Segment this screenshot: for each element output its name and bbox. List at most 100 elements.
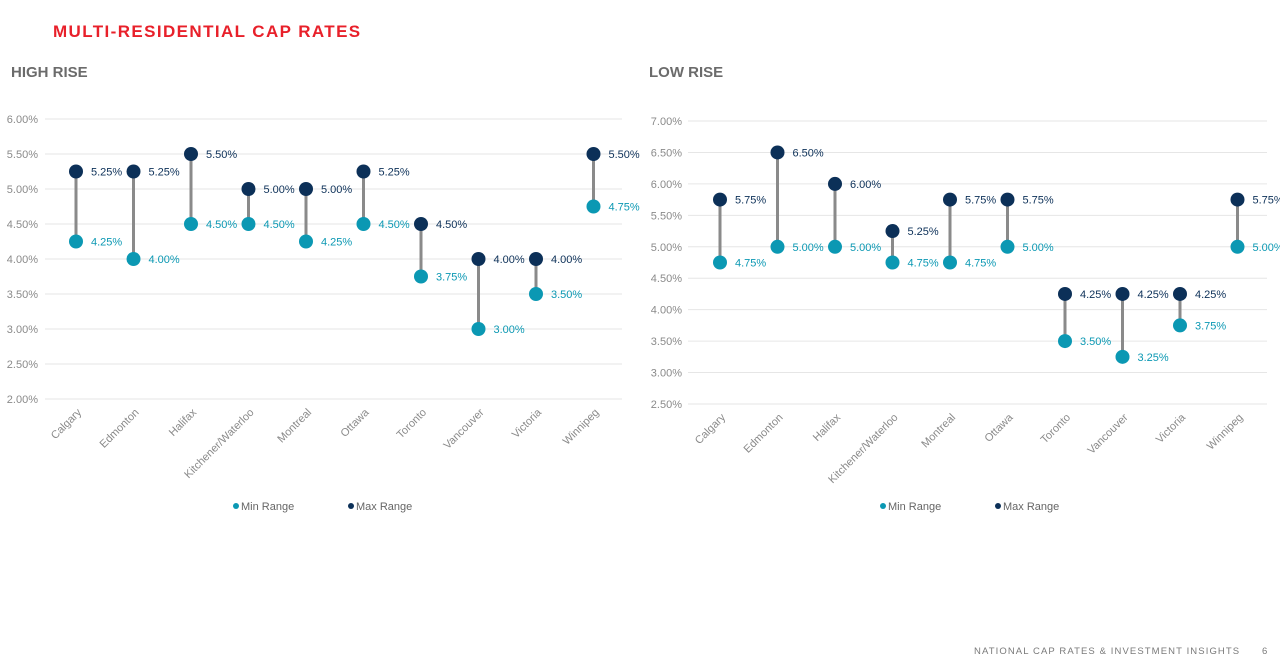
min-range-point xyxy=(69,234,83,249)
legend-min-marker xyxy=(880,503,886,509)
legend-max-label: Max Range xyxy=(1003,501,1059,513)
max-data-label: 5.00% xyxy=(264,184,295,196)
y-tick-label: 4.00% xyxy=(7,254,38,266)
min-range-point xyxy=(414,269,428,284)
y-tick-label: 6.00% xyxy=(651,179,682,191)
min-range-point xyxy=(828,239,842,254)
max-range-point xyxy=(1115,286,1130,301)
max-data-label: 5.75% xyxy=(965,195,996,207)
min-data-label: 4.25% xyxy=(91,237,122,249)
max-range-point xyxy=(713,192,727,207)
min-data-label: 5.00% xyxy=(1023,242,1054,254)
min-range-point xyxy=(241,217,256,231)
legend-min-label: Min Range xyxy=(241,501,294,513)
y-tick-label: 5.50% xyxy=(7,149,38,161)
max-range-point xyxy=(586,147,601,161)
min-range-point xyxy=(529,287,543,301)
max-range-point xyxy=(184,147,198,161)
min-range-point xyxy=(126,252,141,266)
chart-title-low-rise: LOW RISE xyxy=(649,64,724,81)
min-range-point xyxy=(184,217,198,231)
legend-max-marker xyxy=(995,503,1001,509)
max-range-point xyxy=(1000,192,1015,207)
min-data-label: 3.75% xyxy=(436,272,467,284)
footer-text: NATIONAL CAP RATES & INVESTMENT INSIGHTS xyxy=(974,646,1241,657)
max-range-point xyxy=(69,164,83,179)
max-range-point xyxy=(414,217,428,231)
max-range-point xyxy=(356,164,371,179)
low-rise-chart: 2.50% 3.00% 3.50% 4.00% 4.50% 5.00% 5.50% 6.00%… xyxy=(651,116,1280,513)
x-tick-label: Winnipeg xyxy=(1205,412,1246,453)
min-range-point xyxy=(356,217,371,231)
min-data-label: 4.25% xyxy=(321,237,352,249)
min-data-label: 4.75% xyxy=(735,258,766,270)
x-tick-label: Montreal xyxy=(919,412,958,451)
max-range-point xyxy=(471,252,486,266)
min-data-label: 4.50% xyxy=(206,219,237,231)
max-data-label: 4.00% xyxy=(494,254,525,266)
max-data-label: 5.25% xyxy=(908,226,939,238)
min-data-label: 3.00% xyxy=(494,324,525,336)
min-range-point xyxy=(885,255,900,270)
max-data-label: 4.50% xyxy=(436,219,467,231)
min-data-label: 4.00% xyxy=(149,254,180,266)
min-range-point xyxy=(1115,349,1130,364)
max-range-point xyxy=(241,182,256,196)
y-tick-label: 7.00% xyxy=(651,116,682,128)
legend-max-marker xyxy=(348,503,354,509)
max-range-point xyxy=(770,145,785,160)
y-tick-label: 4.50% xyxy=(651,273,682,285)
max-data-label: 4.25% xyxy=(1080,289,1111,301)
x-tick-label: Halifax xyxy=(811,411,844,444)
y-tick-label: 3.00% xyxy=(7,324,38,336)
y-tick-label: 6.50% xyxy=(651,147,682,159)
y-tick-label: 2.00% xyxy=(7,394,38,406)
max-data-label: 6.00% xyxy=(850,179,881,191)
y-tick-label: 3.00% xyxy=(651,368,682,380)
y-tick-label: 3.50% xyxy=(651,336,682,348)
max-data-label: 5.75% xyxy=(1023,195,1054,207)
page-number: 6 xyxy=(1262,646,1268,657)
max-data-label: 5.00% xyxy=(321,184,352,196)
high-rise-chart: 2.00% 2.50% 3.00% 3.50% 4.00% 4.50% 5.00% 5.50%… xyxy=(7,114,640,513)
max-data-label: 5.25% xyxy=(91,167,122,179)
legend-max-label: Max Range xyxy=(356,501,412,513)
max-range-point xyxy=(1058,286,1072,301)
x-tick-label: Vancouver xyxy=(1086,411,1131,456)
min-data-label: 5.00% xyxy=(793,242,824,254)
min-range-point xyxy=(770,239,785,254)
min-data-label: 5.00% xyxy=(1253,242,1280,254)
min-range-point xyxy=(1058,334,1072,349)
max-range-point xyxy=(126,164,141,179)
min-data-label: 4.75% xyxy=(965,258,996,270)
x-tick-label: Edmonton xyxy=(742,412,786,456)
min-range-point xyxy=(1000,239,1015,254)
max-range-point xyxy=(529,252,543,266)
max-range-point xyxy=(1230,192,1245,207)
max-range-point xyxy=(1173,286,1187,301)
min-data-label: 3.25% xyxy=(1138,352,1169,364)
min-data-label: 4.75% xyxy=(908,258,939,270)
min-range-point xyxy=(1173,318,1187,333)
max-data-label: 4.00% xyxy=(551,254,582,266)
max-range-point xyxy=(943,192,957,207)
max-data-label: 4.25% xyxy=(1195,289,1226,301)
min-data-label: 4.50% xyxy=(379,219,410,231)
max-data-label: 5.75% xyxy=(1253,195,1280,207)
max-range-point xyxy=(299,182,313,196)
min-data-label: 3.75% xyxy=(1195,320,1226,332)
x-tick-label: Calgary xyxy=(693,411,729,447)
x-tick-label: Toronto xyxy=(1039,412,1073,446)
min-range-point xyxy=(471,322,486,336)
max-data-label: 4.25% xyxy=(1138,289,1169,301)
x-tick-label: Ottawa xyxy=(982,411,1016,445)
legend-min-marker xyxy=(233,503,239,509)
y-tick-label: 3.50% xyxy=(7,289,38,301)
y-tick-label: 4.00% xyxy=(651,305,682,317)
max-range-point xyxy=(828,176,842,191)
min-range-point xyxy=(713,255,727,270)
x-tick-label: Victoria xyxy=(1154,411,1189,446)
y-tick-label: 2.50% xyxy=(7,359,38,371)
y-tick-label: 5.00% xyxy=(651,242,682,254)
y-tick-label: 2.50% xyxy=(651,399,682,411)
